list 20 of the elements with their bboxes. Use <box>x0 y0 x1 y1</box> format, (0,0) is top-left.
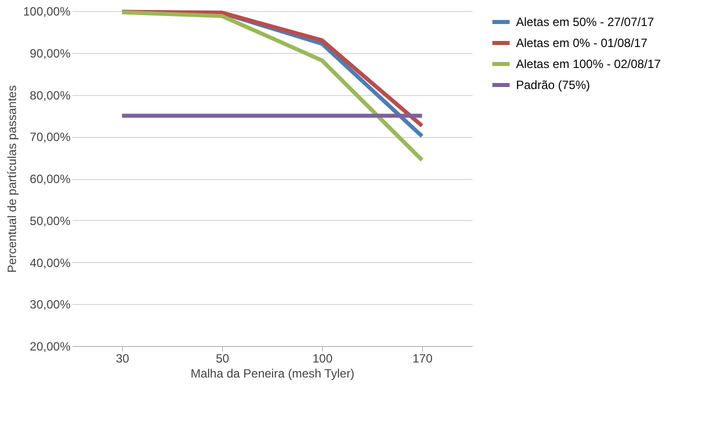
y-tick-label: 70,00% <box>30 130 71 144</box>
y-tick-label: 90,00% <box>30 46 71 60</box>
y-tick-label: 80,00% <box>30 88 71 102</box>
x-axis-title: Malha da Peneira (mesh Tyler) <box>190 366 354 380</box>
x-tick-label: 170 <box>412 352 433 366</box>
y-tick-label: 50,00% <box>30 214 71 228</box>
y-tick-label: 30,00% <box>30 298 71 312</box>
legend-label: Aletas em 50% - 27/07/17 <box>516 15 654 29</box>
y-tick-label: 20,00% <box>30 340 71 354</box>
x-tick-label: 50 <box>216 352 230 366</box>
y-tick-label: 60,00% <box>30 172 71 186</box>
legend-label: Aletas em 100% - 02/08/17 <box>516 57 662 71</box>
x-tick-label: 30 <box>116 352 130 366</box>
legend-label: Padrão (75%) <box>516 78 590 92</box>
y-tick-label: 40,00% <box>30 256 71 270</box>
legend-label: Aletas em 0% - 01/08/17 <box>516 36 648 50</box>
x-tick-label: 100 <box>312 352 333 366</box>
y-axis-title: Percentual de partículas passantes <box>5 85 20 273</box>
line-series <box>120 10 424 162</box>
y-tick-label: 100,00% <box>23 4 71 18</box>
